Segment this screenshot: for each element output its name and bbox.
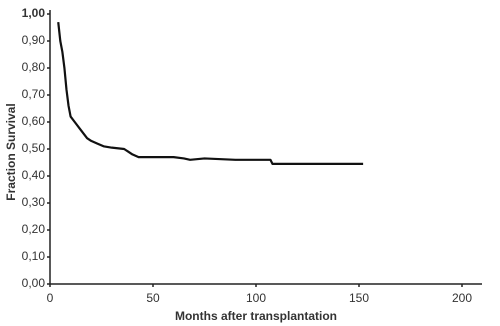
x-tick-label: 200 bbox=[452, 291, 472, 305]
y-tick-label: 0,10 bbox=[22, 249, 46, 263]
y-tick-label: 0,40 bbox=[22, 168, 46, 182]
y-tick-label: 0,20 bbox=[22, 222, 46, 236]
y-tick-label: 0,30 bbox=[22, 195, 46, 209]
y-tick-label: 1,00 bbox=[22, 6, 46, 20]
x-tick-label: 150 bbox=[349, 291, 369, 305]
y-tick-label: 0,00 bbox=[22, 276, 46, 290]
y-tick-label: 0,50 bbox=[22, 141, 46, 155]
y-tick-label: 0,60 bbox=[22, 114, 46, 128]
y-axis-label: Fraction Survival bbox=[4, 103, 18, 200]
y-tick-label: 0,70 bbox=[22, 87, 46, 101]
x-axis-label: Months after transplantation bbox=[175, 309, 337, 323]
x-tick-label: 0 bbox=[47, 291, 54, 305]
x-tick-label: 100 bbox=[246, 291, 266, 305]
y-tick-label: 0,90 bbox=[22, 33, 46, 47]
x-tick-label: 50 bbox=[146, 291, 160, 305]
survival-line bbox=[57, 21, 364, 165]
y-tick-label: 0,80 bbox=[22, 60, 46, 74]
